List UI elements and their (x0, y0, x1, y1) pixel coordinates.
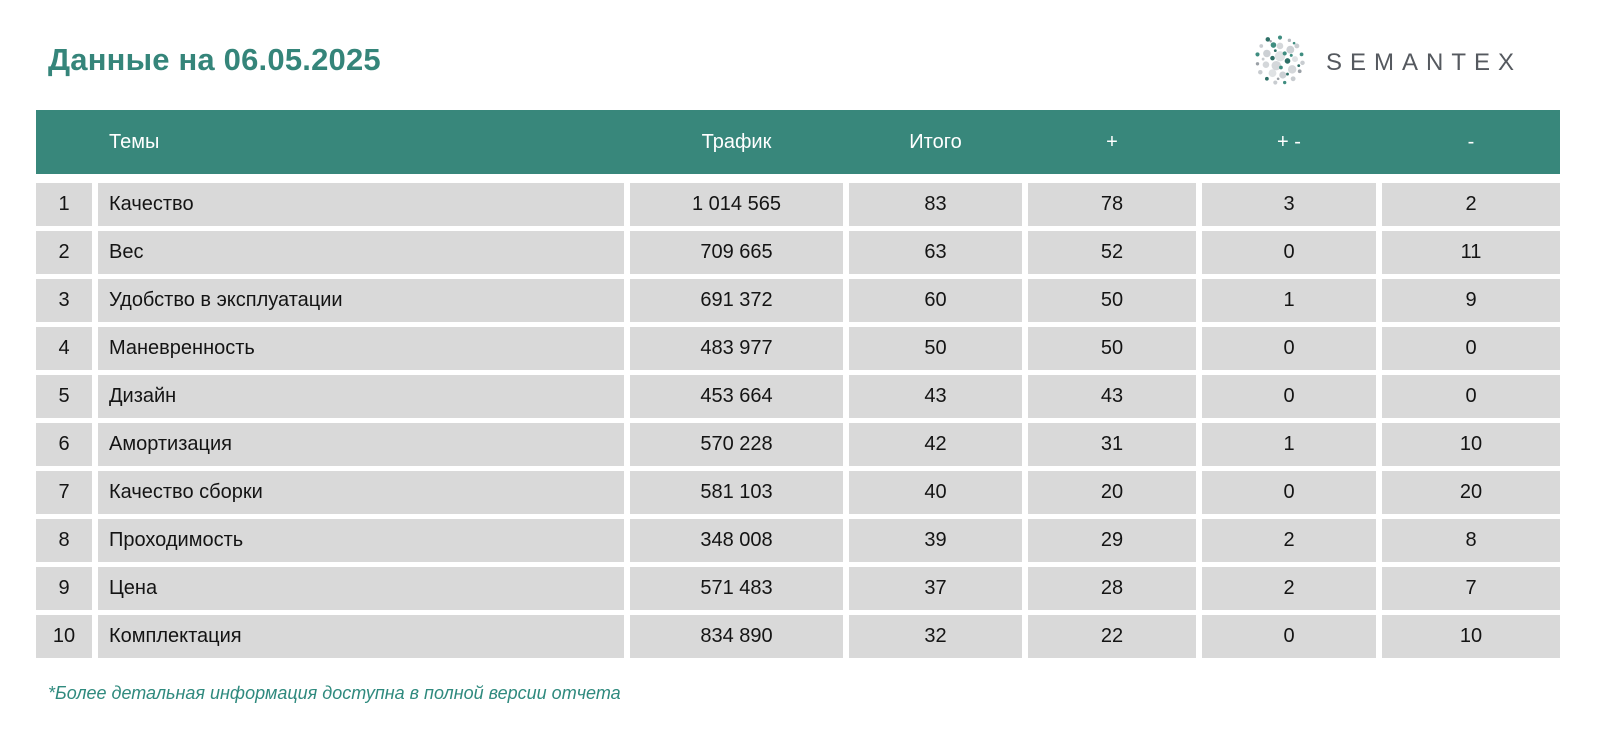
row-number-cell: 7 (36, 471, 92, 514)
plus-cell: 29 (1028, 519, 1196, 562)
plus-cell: 31 (1028, 423, 1196, 466)
topic-cell: Качество (98, 183, 624, 226)
topic-cell: Вес (98, 231, 624, 274)
topic-cell: Проходимость (98, 519, 624, 562)
minus-cell: 10 (1382, 615, 1560, 658)
traffic-cell: 691 372 (630, 279, 843, 322)
plus-cell: 50 (1028, 279, 1196, 322)
minus-cell: 0 (1382, 375, 1560, 418)
minus-cell: 2 (1382, 183, 1560, 226)
plus-cell: 78 (1028, 183, 1196, 226)
row-number-cell: 8 (36, 519, 92, 562)
topic-cell: Комплектация (98, 615, 624, 658)
table-row: 1 Качество 1 014 565 83 78 3 2 (36, 183, 1560, 226)
minus-cell: 9 (1382, 279, 1560, 322)
plus-cell: 43 (1028, 375, 1196, 418)
plusminus-cell: 1 (1202, 279, 1376, 322)
table-row: 8 Проходимость 348 008 39 29 2 8 (36, 519, 1560, 562)
table-header-row: Темы Трафик Итого + + - - (36, 110, 1560, 174)
table-row: 2 Вес 709 665 63 52 0 11 (36, 231, 1560, 274)
total-cell: 32 (849, 615, 1022, 658)
semantex-logo: SEMANTEX (1250, 30, 1522, 95)
traffic-cell: 571 483 (630, 567, 843, 610)
total-cell: 42 (849, 423, 1022, 466)
row-number-cell: 6 (36, 423, 92, 466)
total-cell: 43 (849, 375, 1022, 418)
minus-cell: 11 (1382, 231, 1560, 274)
header-cell-plusminus: + - (1277, 130, 1301, 153)
total-cell: 39 (849, 519, 1022, 562)
table-row: 5 Дизайн 453 664 43 43 0 0 (36, 375, 1560, 418)
traffic-cell: 1 014 565 (630, 183, 843, 226)
minus-cell: 8 (1382, 519, 1560, 562)
row-number-cell: 4 (36, 327, 92, 370)
header-cell-minus: - (1467, 130, 1475, 153)
traffic-cell: 834 890 (630, 615, 843, 658)
plus-cell: 28 (1028, 567, 1196, 610)
header-cell-total: Итого (909, 130, 962, 153)
traffic-cell: 709 665 (630, 231, 843, 274)
total-cell: 40 (849, 471, 1022, 514)
total-cell: 60 (849, 279, 1022, 322)
traffic-cell: 581 103 (630, 471, 843, 514)
table-row: 6 Амортизация 570 228 42 31 1 10 (36, 423, 1560, 466)
total-cell: 83 (849, 183, 1022, 226)
table-row: 3 Удобство в эксплуатации 691 372 60 50 … (36, 279, 1560, 322)
header-cell-topics: Темы (109, 130, 160, 153)
header-cell-plus: + (1106, 130, 1118, 153)
topic-cell: Амортизация (98, 423, 624, 466)
minus-cell: 0 (1382, 327, 1560, 370)
page-title: Данные на 06.05.2025 (48, 42, 381, 77)
table-row: 9 Цена 571 483 37 28 2 7 (36, 567, 1560, 610)
dot-sphere-icon (1250, 30, 1310, 95)
row-number-cell: 5 (36, 375, 92, 418)
plus-cell: 20 (1028, 471, 1196, 514)
table-row: 7 Качество сборки 581 103 40 20 0 20 (36, 471, 1560, 514)
topic-cell: Качество сборки (98, 471, 624, 514)
total-cell: 37 (849, 567, 1022, 610)
logo-wordmark: SEMANTEX (1326, 48, 1523, 76)
footnote: *Более детальная информация доступна в п… (48, 683, 621, 703)
total-cell: 63 (849, 231, 1022, 274)
plusminus-cell: 2 (1202, 519, 1376, 562)
plusminus-cell: 0 (1202, 615, 1376, 658)
plus-cell: 52 (1028, 231, 1196, 274)
minus-cell: 10 (1382, 423, 1560, 466)
traffic-cell: 453 664 (630, 375, 843, 418)
header-cell-traffic: Трафик (701, 130, 772, 153)
table-row: 4 Маневренность 483 977 50 50 0 0 (36, 327, 1560, 370)
table-row: 10 Комплектация 834 890 32 22 0 10 (36, 615, 1560, 658)
row-number-cell: 1 (36, 183, 92, 226)
traffic-cell: 348 008 (630, 519, 843, 562)
plusminus-cell: 1 (1202, 423, 1376, 466)
minus-cell: 20 (1382, 471, 1560, 514)
data-table: Темы Трафик Итого + + - - 1 Качество 1 0… (36, 110, 1560, 658)
plus-cell: 50 (1028, 327, 1196, 370)
traffic-cell: 483 977 (630, 327, 843, 370)
plusminus-cell: 0 (1202, 327, 1376, 370)
topic-cell: Дизайн (98, 375, 624, 418)
header-cell-index (36, 110, 92, 174)
traffic-cell: 570 228 (630, 423, 843, 466)
plusminus-cell: 3 (1202, 183, 1376, 226)
row-number-cell: 10 (36, 615, 92, 658)
topic-cell: Цена (98, 567, 624, 610)
table-body: 1 Качество 1 014 565 83 78 3 2 2 Вес 709… (36, 183, 1560, 658)
plus-cell: 22 (1028, 615, 1196, 658)
row-number-cell: 2 (36, 231, 92, 274)
topic-cell: Маневренность (98, 327, 624, 370)
plusminus-cell: 0 (1202, 471, 1376, 514)
plusminus-cell: 2 (1202, 567, 1376, 610)
row-number-cell: 3 (36, 279, 92, 322)
row-number-cell: 9 (36, 567, 92, 610)
total-cell: 50 (849, 327, 1022, 370)
plusminus-cell: 0 (1202, 375, 1376, 418)
minus-cell: 7 (1382, 567, 1560, 610)
topic-cell: Удобство в эксплуатации (98, 279, 624, 322)
plusminus-cell: 0 (1202, 231, 1376, 274)
